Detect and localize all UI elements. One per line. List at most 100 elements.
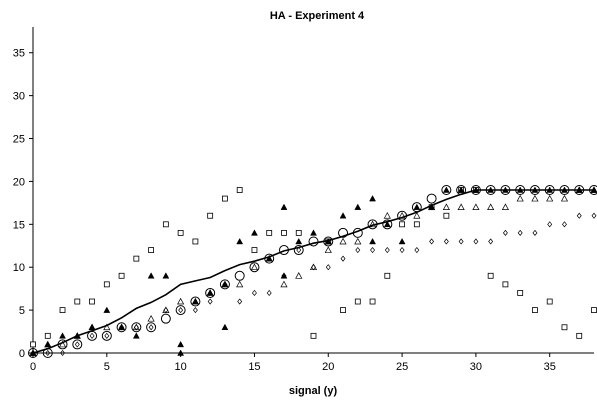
x-tick-label: 25 xyxy=(396,361,408,373)
open-diamond-point xyxy=(547,221,553,228)
open-circle-point xyxy=(219,279,230,290)
open-circle-point xyxy=(249,262,260,273)
y-tick-label: 20 xyxy=(13,176,25,188)
y-tick-label: 25 xyxy=(13,134,25,146)
y-tick-label: 30 xyxy=(13,91,25,103)
open-triangle-point xyxy=(383,212,391,219)
open-diamond-point xyxy=(74,341,80,348)
open-diamond-point xyxy=(384,246,390,254)
open-circle-point xyxy=(205,287,216,298)
open-triangle-point xyxy=(531,194,539,202)
x-tick-label: 35 xyxy=(544,361,556,373)
open-diamond-point xyxy=(222,281,228,288)
filled-triangle-point xyxy=(457,186,465,193)
open-square-point xyxy=(30,341,36,348)
open-square-point xyxy=(295,229,302,236)
open-triangle-point xyxy=(339,237,347,245)
open-diamond-point xyxy=(473,238,479,245)
open-diamond-point xyxy=(311,264,316,271)
open-square-point xyxy=(532,307,538,314)
y-tick-label: 10 xyxy=(13,262,25,274)
open-triangle-point xyxy=(265,254,273,262)
open-triangle-point xyxy=(295,272,303,279)
open-diamond-point xyxy=(562,221,567,228)
open-square-point xyxy=(177,229,184,236)
open-circle-point xyxy=(426,193,437,204)
open-circle-point xyxy=(190,296,201,307)
filled-triangle-point xyxy=(398,237,406,245)
open-diamond-point xyxy=(370,246,376,254)
open-diamond-point xyxy=(325,264,331,271)
open-triangle-point xyxy=(280,280,288,288)
filled-triangle-point xyxy=(59,332,66,339)
open-circle-point xyxy=(308,236,319,247)
filled-triangle-point xyxy=(251,229,258,236)
open-square-point xyxy=(281,229,287,236)
open-diamond-point xyxy=(60,349,65,357)
open-square-point xyxy=(354,298,361,305)
open-triangle-point xyxy=(546,194,554,202)
open-circle-point xyxy=(338,227,349,238)
open-diamond-point xyxy=(458,238,464,245)
open-diamond-point xyxy=(296,246,302,254)
filled-triangle-point xyxy=(103,306,111,313)
filled-triangle-point xyxy=(280,203,288,210)
open-triangle-point xyxy=(472,203,480,211)
x-tick-label: 5 xyxy=(104,361,110,373)
open-square-point xyxy=(369,298,376,305)
filled-triangle-point xyxy=(132,332,140,339)
open-circle-point xyxy=(116,322,127,333)
open-triangle-point xyxy=(147,314,155,322)
open-diamond-point xyxy=(148,324,154,331)
open-square-point xyxy=(561,324,568,331)
open-triangle-point xyxy=(191,297,199,305)
filled-triangle-point xyxy=(383,220,391,228)
open-square-point xyxy=(59,307,66,314)
open-diamond-point xyxy=(443,238,449,245)
filled-triangle-point xyxy=(162,272,170,279)
open-triangle-point xyxy=(560,194,569,202)
open-square-point xyxy=(266,229,273,236)
open-diamond-point xyxy=(488,238,494,245)
open-diamond-point xyxy=(119,324,125,331)
open-diamond-point xyxy=(340,255,346,262)
open-square-point xyxy=(487,272,494,279)
open-circle-point xyxy=(382,219,393,230)
open-circle-point xyxy=(441,185,452,195)
filled-triangle-point xyxy=(442,186,450,193)
open-diamond-point xyxy=(266,289,272,297)
open-square-point xyxy=(133,255,140,262)
filled-triangle-point xyxy=(369,237,376,245)
open-diamond-point xyxy=(355,246,361,254)
open-diamond-point xyxy=(237,298,243,305)
open-diamond-point xyxy=(89,332,95,339)
filled-triangle-point xyxy=(191,298,199,305)
open-triangle-point xyxy=(487,203,495,211)
y-tick-label: 35 xyxy=(13,48,25,60)
open-triangle-point xyxy=(103,323,111,331)
open-square-point xyxy=(576,332,583,339)
open-circle-point xyxy=(28,348,38,358)
open-circle-point xyxy=(101,330,112,341)
filled-triangle-point xyxy=(177,340,185,348)
filled-triangle-point xyxy=(147,272,155,279)
plot-area: 0 5 10 15 20 25 30 35 0 5 10 15 20 25 30 35 xyxy=(13,27,597,373)
open-square-point xyxy=(591,307,597,314)
open-circle-point xyxy=(234,270,245,281)
open-diamond-point xyxy=(133,324,139,331)
filled-triangle-point xyxy=(339,212,347,219)
open-square-point xyxy=(74,298,81,305)
open-diamond-point xyxy=(281,272,287,279)
y-tick-label: 15 xyxy=(13,219,25,231)
mean-line xyxy=(32,189,594,354)
open-square-point xyxy=(162,221,169,228)
filled-triangle-point xyxy=(413,203,421,210)
open-diamond-point xyxy=(207,298,213,305)
filled-triangle-point xyxy=(88,323,96,331)
open-square-point xyxy=(443,212,450,219)
filled-triangle-point xyxy=(369,195,376,202)
open-square-point xyxy=(340,307,346,314)
open-diamond-point xyxy=(192,307,198,314)
chart-title: HA - Experiment 4 xyxy=(270,10,365,22)
